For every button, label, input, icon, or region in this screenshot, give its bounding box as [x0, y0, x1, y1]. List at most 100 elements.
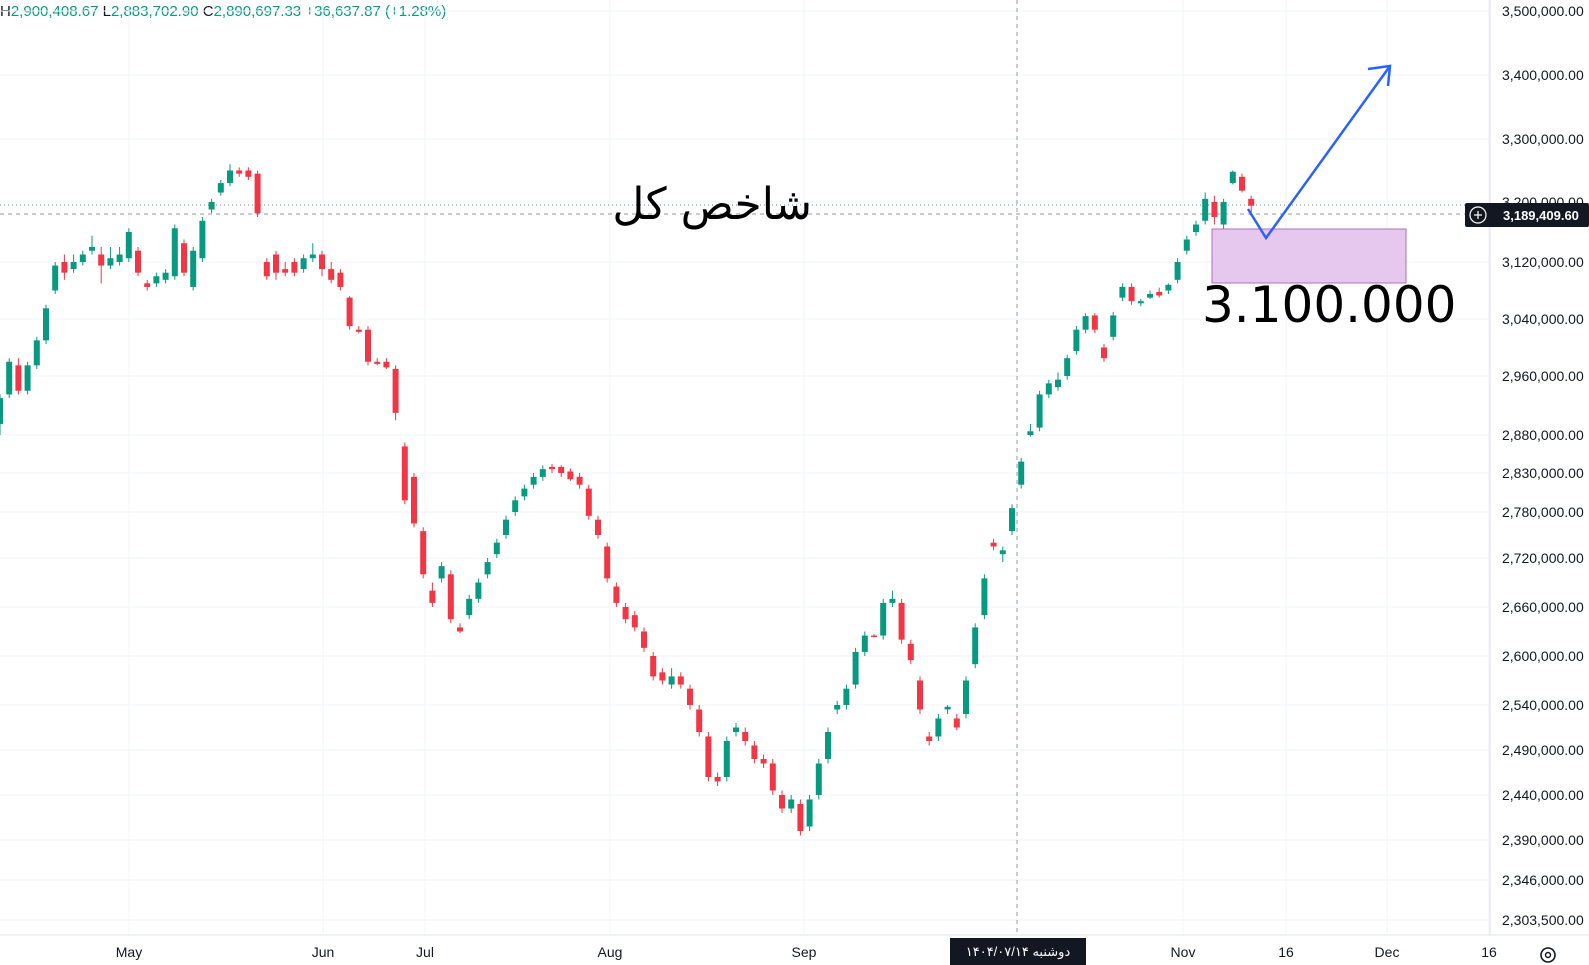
x-tick-label: Sep: [792, 944, 817, 960]
candle-up: [24, 365, 31, 391]
candles-group: [0, 164, 1255, 836]
candle-down: [401, 446, 408, 501]
candle-up: [1009, 508, 1015, 532]
projection-arrow[interactable]: [1246, 65, 1392, 241]
y-tick-label: 2,440,000.00: [1502, 787, 1584, 803]
candle-up: [171, 228, 178, 277]
candle-up: [1137, 301, 1144, 304]
candle-down: [144, 283, 151, 287]
y-tick-label: 2,600,000.00: [1502, 648, 1584, 664]
candle-down: [98, 254, 105, 266]
candle-down: [953, 718, 960, 728]
candle-down: [273, 254, 279, 273]
candle-down: [181, 243, 187, 273]
candle-up: [530, 476, 537, 485]
y-tick-label: 2,880,000.00: [1502, 427, 1584, 443]
current-price-tag: [1465, 203, 1589, 227]
candle-down: [990, 542, 997, 547]
candle-down: [613, 586, 620, 603]
candle-down: [567, 471, 574, 480]
candle-up: [880, 602, 887, 636]
candle-up: [972, 627, 979, 665]
candle-up: [512, 500, 519, 512]
projection-arrow-head: [1367, 64, 1392, 87]
candle-down: [1211, 202, 1218, 217]
candle-down: [135, 250, 141, 273]
target-zone-rect[interactable]: [1211, 228, 1407, 284]
candle-up: [834, 705, 841, 710]
y-tick-label: 3,040,000.00: [1502, 311, 1584, 327]
candle-down: [420, 531, 427, 575]
y-tick-label: 3,500,000.00: [1502, 3, 1584, 19]
candle-down: [926, 736, 933, 741]
candle-up: [125, 232, 132, 259]
candle-up: [43, 308, 49, 341]
candle-down: [1101, 347, 1107, 359]
candle-down: [61, 262, 68, 273]
candle-down: [1128, 286, 1135, 302]
candle-up: [1036, 394, 1043, 428]
candle-up: [190, 250, 197, 287]
x-tick-label: 16: [1481, 944, 1497, 960]
candle-down: [677, 676, 684, 685]
candle-up: [999, 550, 1006, 555]
current-price-label: 3,189,409.60: [1503, 208, 1579, 223]
candle-down: [549, 466, 555, 470]
settings-gear-icon[interactable]: [1540, 947, 1556, 963]
candle-up: [1073, 329, 1080, 352]
candle-down: [604, 546, 611, 579]
candle-up: [852, 651, 859, 685]
candle-up: [963, 680, 969, 714]
candle-down: [659, 672, 666, 681]
candle-up: [723, 741, 730, 777]
candle-up: [539, 469, 546, 477]
candle-down: [907, 643, 914, 661]
candle-down: [1239, 176, 1245, 191]
candle-up: [116, 254, 123, 262]
candle-down: [1248, 198, 1255, 206]
candle-up: [733, 727, 739, 732]
candle-down: [595, 519, 601, 535]
y-axis: 3,500,000.003,400,000.003,300,000.003,20…: [1502, 3, 1584, 928]
candle-up: [1082, 316, 1089, 330]
candle-down: [696, 709, 703, 732]
y-tick-label: 2,780,000.00: [1502, 504, 1584, 520]
candle-down: [392, 368, 399, 413]
candle-up: [788, 799, 795, 809]
candle-up: [1183, 239, 1190, 251]
crosshair-date-label: دوشنبه ۱۴۰۴/۰۷/۱۴: [966, 944, 1071, 960]
candle-down: [917, 680, 923, 710]
x-axis: May Jun Jul Aug Sep Nov 16 Dec 16: [116, 944, 1497, 960]
candle-up: [1220, 202, 1227, 225]
candle-up: [1119, 286, 1126, 298]
candle-up: [1018, 461, 1025, 485]
candle-down: [751, 745, 758, 759]
x-tick-label: 16: [1278, 944, 1294, 960]
y-tick-label: 2,390,000.00: [1502, 832, 1584, 848]
candle-down: [687, 688, 693, 705]
candle-down: [558, 466, 565, 473]
candle-down: [374, 361, 381, 364]
candle-up: [1027, 431, 1034, 435]
candle-down: [576, 476, 583, 485]
candle-up: [438, 566, 445, 579]
candle-up: [843, 688, 850, 705]
candle-down: [742, 732, 749, 741]
candle-down: [411, 476, 417, 524]
candle-down: [328, 269, 335, 280]
candle-up: [503, 519, 509, 535]
candle-down: [1091, 315, 1098, 330]
candle-down: [705, 736, 712, 777]
x-tick-label: Jun: [312, 944, 335, 960]
y-tick-label: 3,120,000.00: [1502, 254, 1584, 270]
candle-up: [107, 258, 114, 266]
y-tick-label: 2,830,000.00: [1502, 465, 1584, 481]
candle-up: [70, 262, 77, 270]
candle-up: [52, 265, 59, 291]
candle-up: [1193, 224, 1199, 232]
candle-up: [0, 398, 3, 424]
candle-up: [199, 220, 206, 259]
candle-down: [282, 269, 289, 273]
candle-down: [650, 656, 657, 677]
